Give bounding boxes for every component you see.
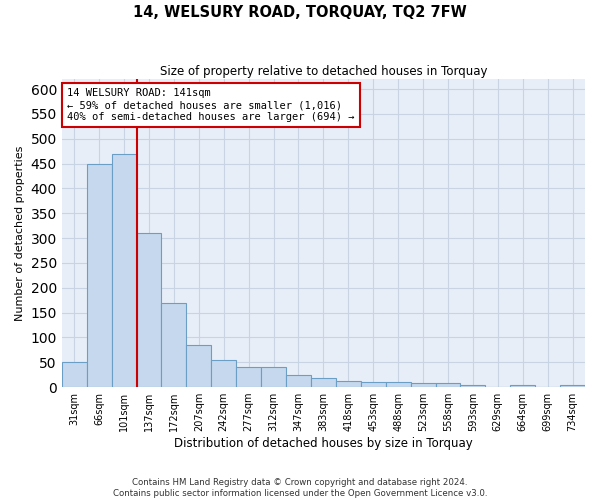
Bar — [112, 154, 137, 387]
Bar — [460, 384, 485, 387]
Bar — [560, 385, 585, 387]
Bar — [211, 360, 236, 387]
Bar — [261, 367, 286, 387]
Y-axis label: Number of detached properties: Number of detached properties — [15, 146, 25, 321]
Bar — [236, 367, 261, 387]
Text: Contains HM Land Registry data © Crown copyright and database right 2024.
Contai: Contains HM Land Registry data © Crown c… — [113, 478, 487, 498]
Text: 14 WELSURY ROAD: 141sqm
← 59% of detached houses are smaller (1,016)
40% of semi: 14 WELSURY ROAD: 141sqm ← 59% of detache… — [67, 88, 355, 122]
Bar — [311, 378, 336, 387]
Title: Size of property relative to detached houses in Torquay: Size of property relative to detached ho… — [160, 65, 487, 78]
Bar — [286, 374, 311, 387]
Bar — [510, 384, 535, 387]
Bar — [62, 362, 87, 387]
Bar — [187, 345, 211, 387]
Bar — [137, 233, 161, 387]
Text: 14, WELSURY ROAD, TORQUAY, TQ2 7FW: 14, WELSURY ROAD, TORQUAY, TQ2 7FW — [133, 5, 467, 20]
Bar — [87, 164, 112, 387]
Bar — [361, 382, 386, 387]
Bar — [436, 383, 460, 387]
Bar — [336, 381, 361, 387]
Bar — [161, 302, 187, 387]
X-axis label: Distribution of detached houses by size in Torquay: Distribution of detached houses by size … — [174, 437, 473, 450]
Bar — [386, 382, 410, 387]
Bar — [410, 383, 436, 387]
